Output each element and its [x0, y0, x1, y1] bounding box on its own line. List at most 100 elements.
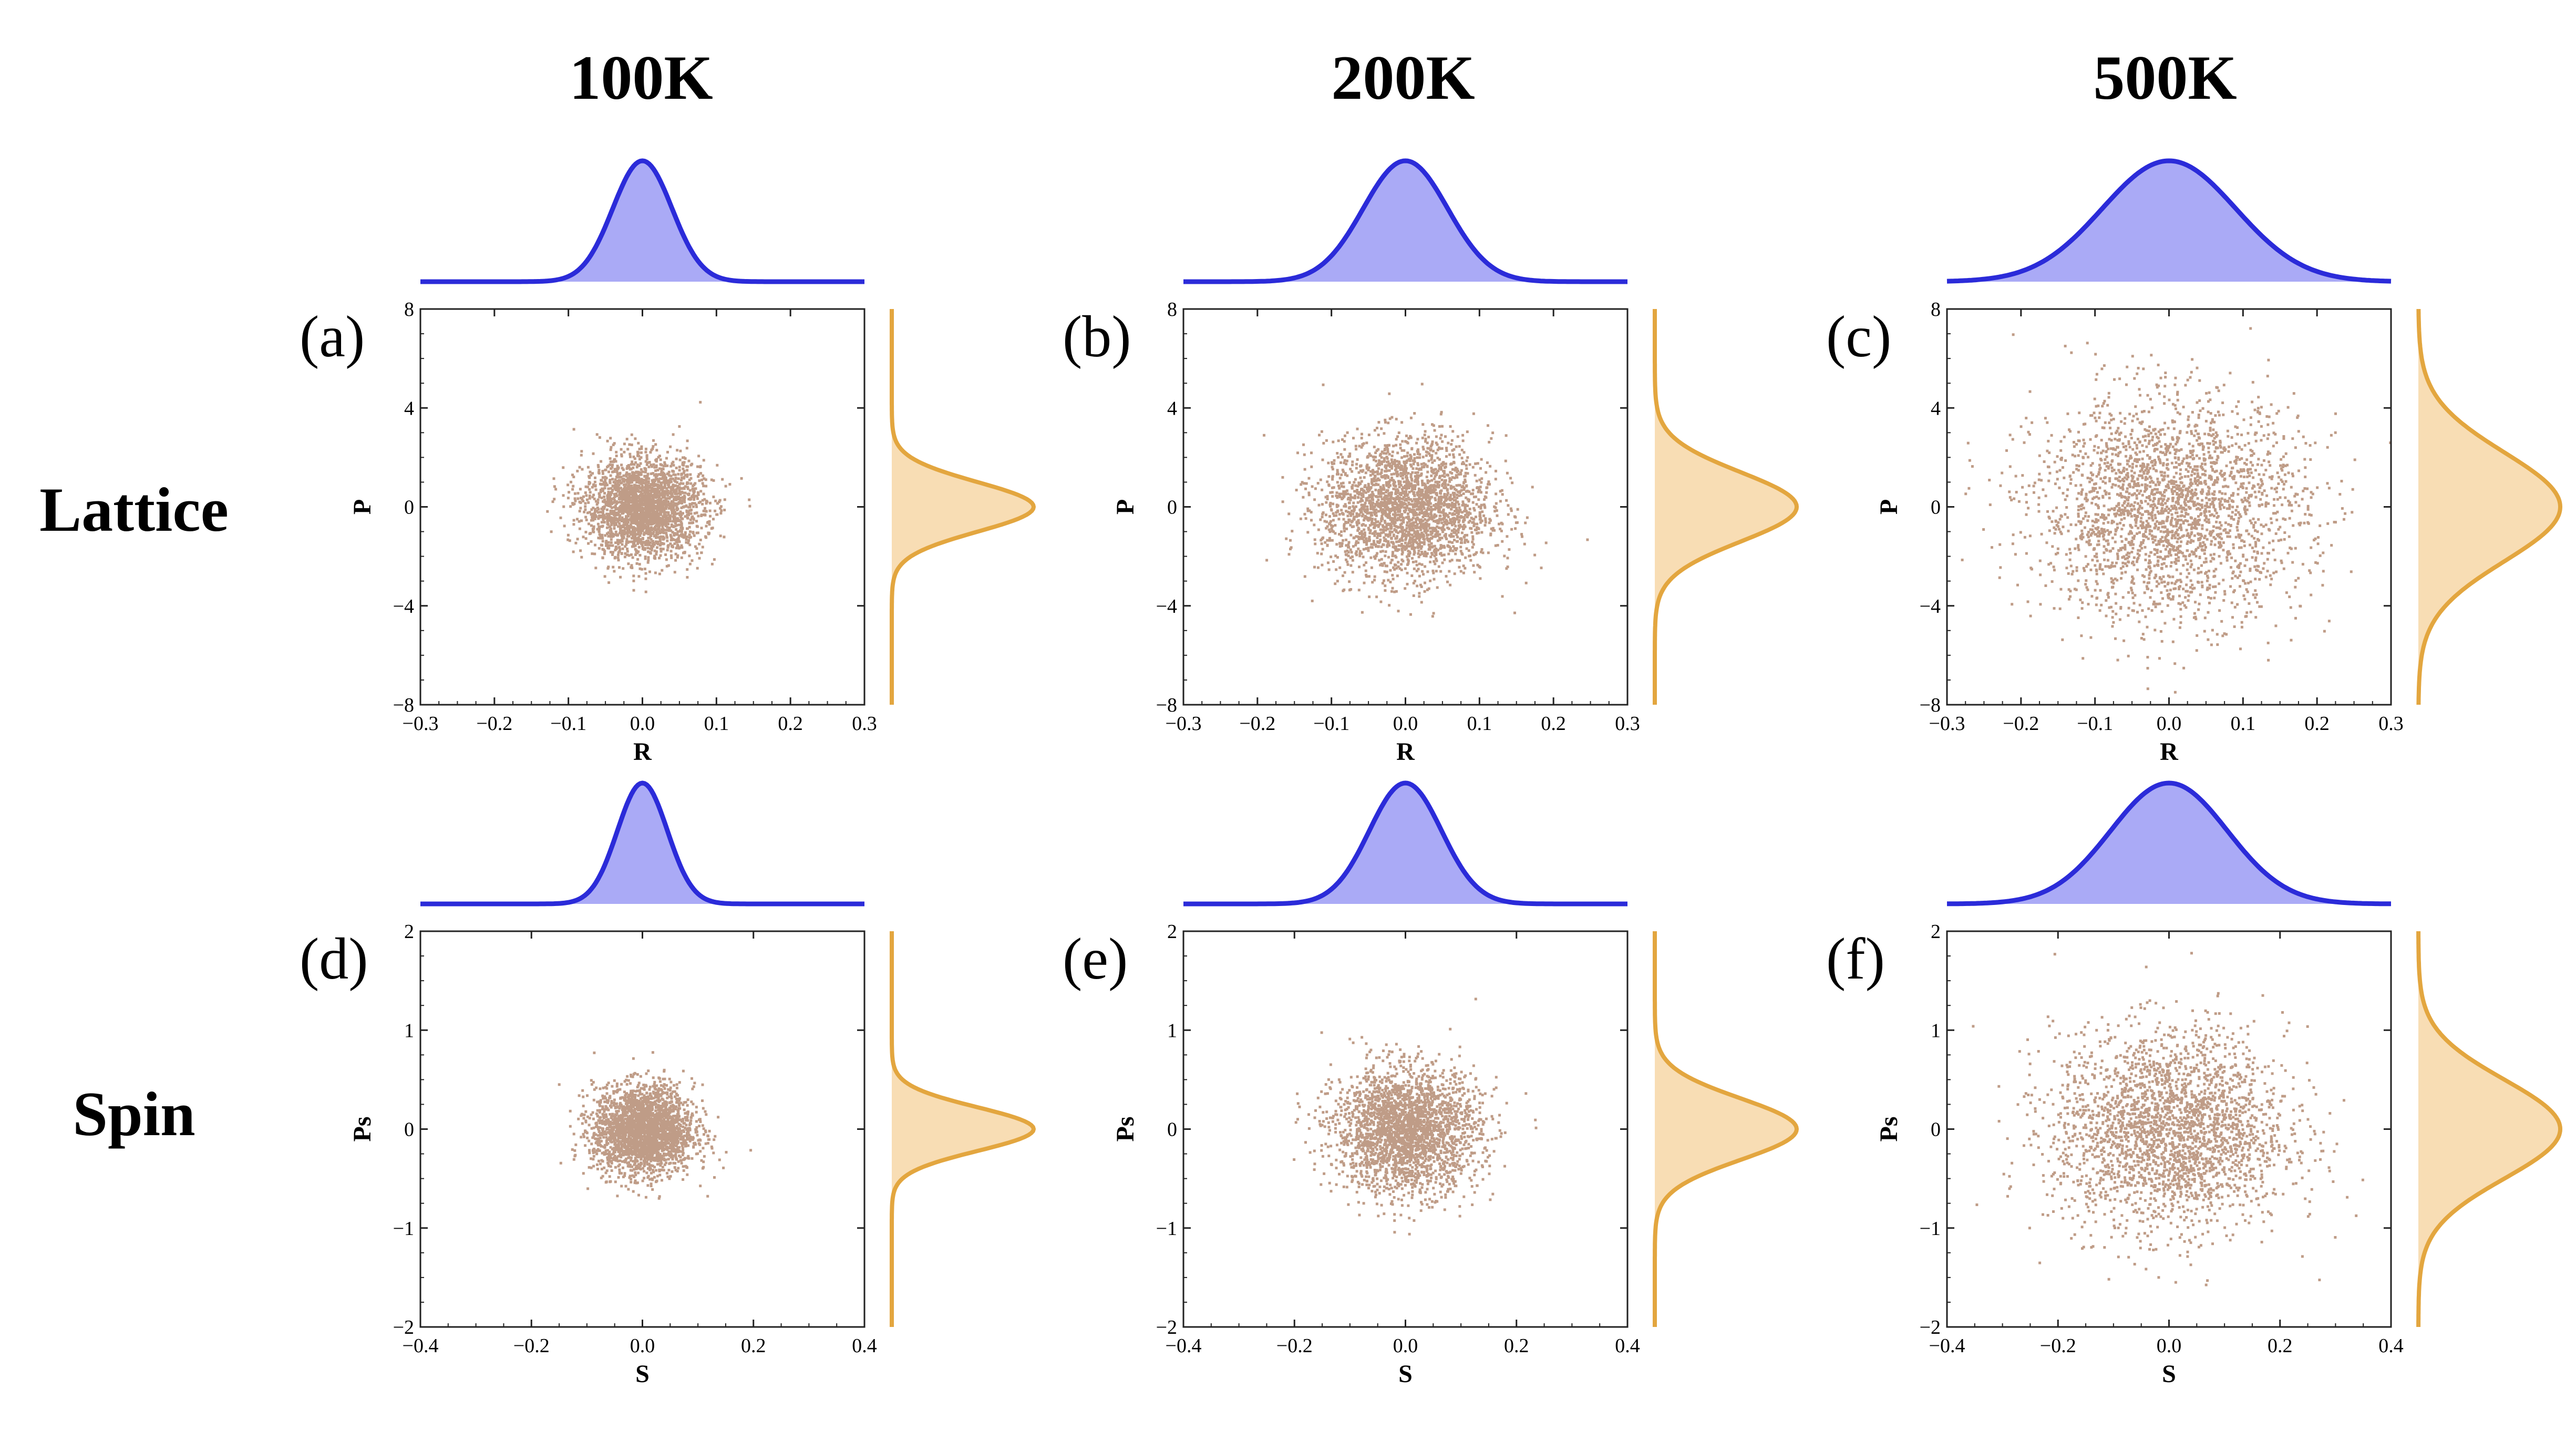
y-tick-label: −8 — [1156, 694, 1177, 716]
y-tick-label: 0 — [404, 1119, 414, 1141]
panel-f: −0.4 −0.2 0.0 0.2 0.4 −2 −1 0 1 2 S Ps (f) — [1826, 780, 2562, 1388]
x-tick-label: −0.3 — [403, 713, 439, 735]
x-tick-label: 0.4 — [2378, 1335, 2404, 1357]
x-tick-label: −0.3 — [1166, 713, 1202, 735]
x-tick-label: −0.3 — [1929, 713, 1965, 735]
y-tick-label: 0 — [404, 497, 414, 519]
y-tick-label: 1 — [404, 1020, 414, 1042]
top-marginal-curve — [1183, 158, 1628, 284]
x-tick-label: −0.4 — [403, 1335, 439, 1357]
scatter-point-cloud — [558, 1051, 753, 1200]
x-tick-label: −0.4 — [1166, 1335, 1202, 1357]
x-tick-label: −0.2 — [2003, 713, 2039, 735]
top-marginal-fill — [1947, 783, 2391, 904]
y-axis-label: Ps — [1111, 1117, 1139, 1142]
y-tick-label: 2 — [1167, 921, 1177, 943]
y-tick-label: −1 — [1156, 1218, 1177, 1240]
x-tick-label: 0.1 — [1467, 713, 1492, 735]
right-marginal-curve — [2416, 308, 2562, 705]
right-marginal-fill — [2418, 931, 2560, 1327]
panel-a: −0.3 −0.2 −0.1 0.0 0.1 0.2 0.3 −8 −4 0 4 8 R P (a) — [300, 158, 1036, 766]
y-tick-label: −1 — [1920, 1218, 1941, 1240]
y-tick-label: −2 — [1156, 1316, 1177, 1339]
y-axis-label: P — [1875, 499, 1903, 514]
top-marginal-fill — [1183, 161, 1627, 282]
top-marginal-fill — [420, 161, 864, 282]
x-axis-label: S — [2162, 1360, 2176, 1388]
y-tick-label: 4 — [404, 397, 414, 419]
x-axis-label: R — [2160, 738, 2179, 766]
x-tick-label: 0.2 — [2268, 1335, 2293, 1357]
x-tick-label: −0.2 — [2040, 1335, 2076, 1357]
y-axis-label: Ps — [1875, 1117, 1903, 1142]
scatter-point-cloud — [1972, 952, 2364, 1286]
x-tick-label: −0.2 — [513, 1335, 550, 1357]
panel-d: −0.4 −0.2 0.0 0.2 0.4 −2 −1 0 1 2 S Ps (d) — [300, 780, 1036, 1388]
y-tick-label: 0 — [1931, 497, 1941, 519]
x-axis-label: R — [1396, 738, 1415, 766]
panel-e: −0.4 −0.2 0.0 0.2 0.4 −2 −1 0 1 2 S Ps (e) — [1063, 780, 1799, 1388]
top-marginal-curve — [420, 158, 865, 284]
y-tick-label: −1 — [393, 1218, 414, 1240]
top-marginal-fill — [1947, 161, 2391, 282]
x-tick-label: 0.0 — [1393, 1335, 1418, 1357]
x-tick-label: 0.2 — [778, 713, 803, 735]
panel-label: (b) — [1063, 304, 1131, 369]
panel-label: (f) — [1826, 927, 1885, 992]
right-marginal-fill — [2418, 309, 2560, 705]
panels-group: −0.3 −0.2 −0.1 0.0 0.1 0.2 0.3−8−4048RP(a)−0.3… — [300, 158, 2562, 1388]
panel-label: (d) — [300, 927, 368, 992]
x-tick-label: 0.2 — [1504, 1335, 1529, 1357]
x-tick-label: 0.0 — [1393, 713, 1418, 735]
y-tick-label: 1 — [1167, 1020, 1177, 1042]
x-tick-label: 0.0 — [630, 713, 655, 735]
panel-label: (e) — [1063, 927, 1128, 992]
y-axis-label: Ps — [348, 1117, 376, 1142]
scatter-point-cloud — [1263, 383, 1589, 618]
x-tick-label: 0.3 — [852, 713, 877, 735]
x-axis-label: S — [1398, 1360, 1413, 1388]
panel-label: (a) — [300, 304, 365, 369]
y-tick-label: 0 — [1167, 1119, 1177, 1141]
x-tick-label: 0.4 — [852, 1335, 877, 1357]
y-tick-label: 0 — [1931, 1119, 1941, 1141]
column-title-200k: 200K — [1331, 43, 1475, 112]
x-axis-label: R — [633, 738, 652, 766]
scatter-point-cloud — [1961, 327, 2391, 694]
right-marginal-fill — [892, 931, 1034, 1327]
x-tick-label: 0.0 — [630, 1335, 655, 1357]
y-tick-label: −4 — [1920, 595, 1941, 617]
scatter-points — [558, 1051, 753, 1200]
x-tick-label: 0.1 — [2231, 713, 2256, 735]
x-tick-label: 0.2 — [2304, 713, 2330, 735]
top-marginal-curve — [1946, 158, 2392, 284]
y-tick-label: −4 — [393, 595, 414, 617]
right-marginal-curve — [2416, 931, 2562, 1327]
x-axis-label: S — [635, 1360, 650, 1388]
scatter-points — [546, 400, 751, 593]
x-tick-label: −0.2 — [1239, 713, 1275, 735]
x-tick-label: 0.0 — [2157, 1335, 2182, 1357]
top-marginal-curve — [1183, 780, 1628, 907]
x-tick-label: −0.2 — [476, 713, 512, 735]
y-tick-label: 4 — [1931, 397, 1941, 419]
y-tick-label: 0 — [1167, 497, 1177, 519]
scatter-points — [1961, 327, 2391, 694]
top-marginal-curve — [420, 780, 865, 907]
y-tick-label: 1 — [1931, 1020, 1941, 1042]
scatter-points — [1972, 952, 2364, 1286]
scatter-point-cloud — [546, 400, 751, 593]
x-tick-label: 0.2 — [741, 1335, 766, 1357]
panel-c: −0.3 −0.2 −0.1 0.0 0.1 0.2 0.3 −8 −4 0 4 8 R P (c) — [1826, 158, 2562, 766]
panel-b: −0.3 −0.2 −0.1 0.0 0.1 0.2 0.3 −8 −4 0 4 8 R P (b) — [1063, 158, 1799, 766]
y-tick-label: 2 — [1931, 921, 1941, 943]
right-marginal-curve — [890, 308, 1036, 705]
y-axis-label: P — [348, 499, 376, 514]
x-tick-label: 0.1 — [704, 713, 729, 735]
y-tick-label: 4 — [1167, 397, 1177, 419]
x-tick-label: 0.4 — [1615, 1335, 1640, 1357]
right-marginal-fill — [1655, 931, 1797, 1327]
right-marginal-curve — [890, 931, 1036, 1327]
scatter-points — [1293, 997, 1538, 1236]
